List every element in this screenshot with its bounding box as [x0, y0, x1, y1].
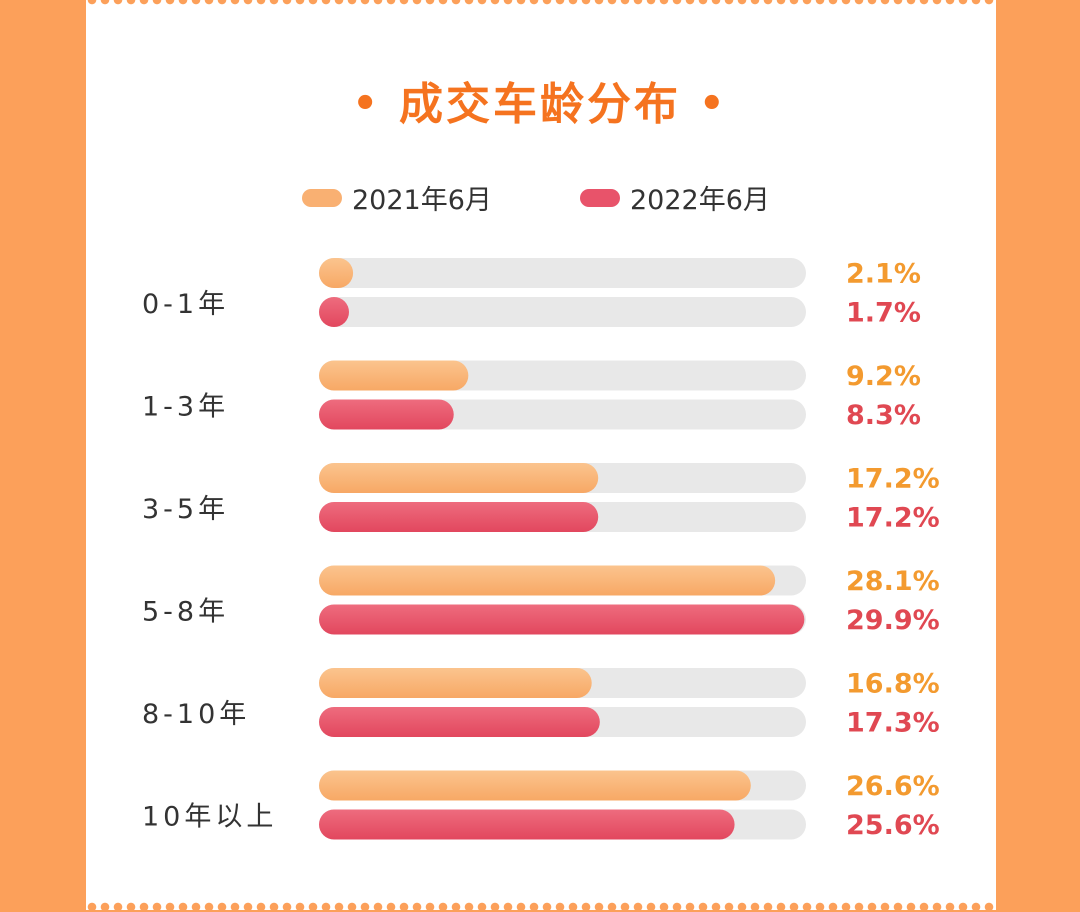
bar-2021	[319, 360, 469, 391]
bar-2022	[319, 502, 599, 532]
legend-label-2022: 2022年6月	[630, 185, 770, 216]
data-label: 17.2%	[846, 464, 940, 495]
bar-2022	[319, 809, 735, 840]
data-label: 2.1%	[846, 259, 921, 290]
title-dot-right: •	[699, 81, 728, 127]
data-label: 25.6%	[846, 810, 940, 841]
scalloped-edge-bottom	[86, 902, 996, 912]
data-label: 17.3%	[846, 708, 940, 739]
data-label: 1.7%	[846, 298, 921, 329]
category-label: 8-10年	[142, 699, 250, 730]
data-label: 16.8%	[846, 669, 940, 700]
legend-swatch-2021	[302, 188, 342, 207]
bar-2021	[319, 668, 592, 698]
category-label: 10年以上	[142, 802, 277, 833]
data-label: 8.3%	[846, 400, 921, 431]
chart-title: 成交车龄分布	[399, 79, 681, 130]
chart-card	[86, 0, 996, 910]
category-label: 1-3年	[142, 392, 229, 423]
bar-2021	[319, 565, 776, 596]
data-label: 28.1%	[846, 566, 940, 597]
legend-item-2022: 2022年6月	[580, 178, 770, 217]
bar-2021	[319, 463, 599, 493]
data-label: 26.6%	[846, 771, 940, 802]
data-label: 9.2%	[846, 361, 921, 392]
legend-label-2021: 2021年6月	[352, 185, 492, 216]
data-label: 29.9%	[846, 605, 940, 636]
bar-2022	[319, 604, 805, 635]
bar-track	[319, 297, 806, 327]
bar-track	[319, 258, 806, 288]
bar-2021	[319, 770, 751, 801]
category-label: 5-8年	[142, 597, 229, 628]
legend-swatch-2022	[580, 188, 620, 207]
category-label: 3-5年	[142, 494, 229, 525]
bar-2022	[319, 707, 600, 737]
bar-2021	[319, 258, 354, 288]
data-label: 17.2%	[846, 503, 940, 534]
bar-2022	[319, 399, 454, 430]
scalloped-edge-top	[86, 0, 996, 5]
category-label: 0-1年	[142, 289, 229, 320]
chart-title-row: • 成交车龄分布 •	[0, 68, 1080, 132]
title-dot-left: •	[352, 81, 381, 127]
legend-item-2021: 2021年6月	[302, 178, 492, 217]
bar-2022	[319, 297, 349, 327]
legend: 2021年6月 2022年6月	[0, 178, 1080, 218]
